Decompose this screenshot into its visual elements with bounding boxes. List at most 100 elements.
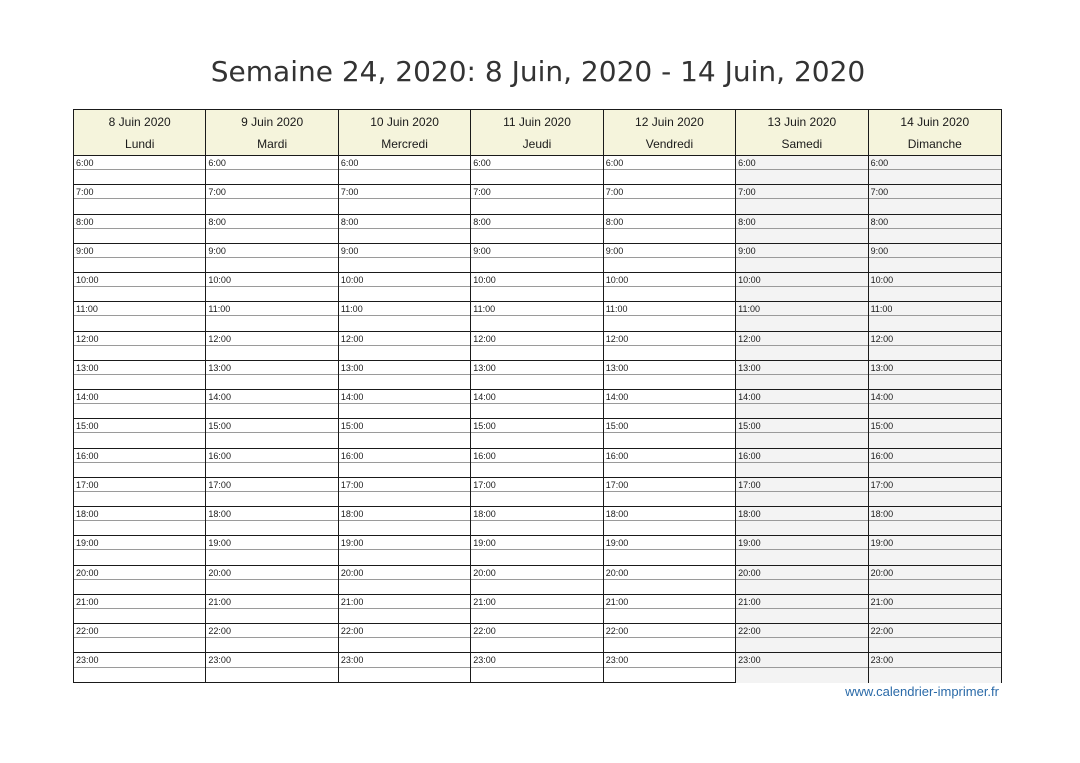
half-hour-slot[interactable] bbox=[74, 346, 205, 360]
hour-slot[interactable]: 11:00 bbox=[338, 302, 471, 332]
hour-slot[interactable]: 13:00 bbox=[471, 361, 603, 390]
half-hour-slot[interactable] bbox=[339, 170, 470, 184]
half-hour-slot[interactable] bbox=[471, 521, 602, 535]
hour-slot[interactable]: 12:00 bbox=[603, 332, 736, 361]
half-hour-slot[interactable] bbox=[471, 609, 602, 623]
hour-slot[interactable]: 10:00 bbox=[338, 273, 471, 303]
half-hour-slot[interactable] bbox=[206, 346, 337, 360]
half-hour-slot[interactable] bbox=[339, 521, 470, 535]
half-hour-slot[interactable] bbox=[206, 404, 337, 418]
hour-slot[interactable]: 18:00 bbox=[74, 507, 206, 537]
half-hour-slot[interactable] bbox=[868, 433, 1001, 448]
half-hour-slot[interactable] bbox=[206, 375, 337, 389]
half-hour-slot[interactable] bbox=[206, 316, 337, 330]
hour-slot[interactable]: 21:00 bbox=[74, 595, 206, 624]
hour-slot[interactable]: 9:00 bbox=[868, 243, 1001, 273]
hour-slot[interactable]: 19:00 bbox=[338, 536, 471, 566]
hour-slot[interactable]: 22:00 bbox=[471, 624, 603, 654]
half-hour-slot[interactable] bbox=[604, 287, 735, 301]
half-hour-slot[interactable] bbox=[206, 521, 337, 535]
hour-slot[interactable]: 13:00 bbox=[206, 361, 338, 390]
hour-slot[interactable]: 10:00 bbox=[603, 273, 736, 303]
half-hour-slot[interactable] bbox=[339, 316, 470, 330]
half-hour-slot[interactable] bbox=[471, 433, 602, 447]
half-hour-slot[interactable] bbox=[736, 491, 868, 506]
half-hour-slot[interactable] bbox=[736, 316, 868, 331]
hour-slot[interactable]: 11:00 bbox=[74, 302, 206, 332]
half-hour-slot[interactable] bbox=[74, 287, 205, 301]
hour-slot[interactable]: 16:00 bbox=[471, 449, 603, 478]
half-hour-slot[interactable] bbox=[74, 521, 205, 535]
half-hour-slot[interactable] bbox=[736, 462, 868, 477]
half-hour-slot[interactable] bbox=[868, 257, 1001, 272]
half-hour-slot[interactable] bbox=[604, 550, 735, 564]
half-hour-slot[interactable] bbox=[471, 492, 602, 506]
hour-slot[interactable]: 7:00 bbox=[338, 185, 471, 215]
hour-slot[interactable]: 14:00 bbox=[471, 390, 603, 420]
half-hour-slot[interactable] bbox=[339, 258, 470, 272]
half-hour-slot[interactable] bbox=[471, 463, 602, 477]
half-hour-slot[interactable] bbox=[604, 375, 735, 389]
half-hour-slot[interactable] bbox=[604, 316, 735, 330]
half-hour-slot[interactable] bbox=[471, 404, 602, 418]
hour-slot[interactable]: 17:00 bbox=[471, 478, 603, 507]
half-hour-slot[interactable] bbox=[868, 667, 1001, 683]
hour-slot[interactable]: 20:00 bbox=[206, 566, 338, 595]
half-hour-slot[interactable] bbox=[604, 668, 735, 683]
half-hour-slot[interactable] bbox=[736, 638, 868, 653]
half-hour-slot[interactable] bbox=[868, 170, 1001, 185]
half-hour-slot[interactable] bbox=[74, 375, 205, 389]
half-hour-slot[interactable] bbox=[868, 404, 1001, 419]
half-hour-slot[interactable] bbox=[736, 433, 868, 448]
hour-slot[interactable]: 20:00 bbox=[338, 566, 471, 595]
hour-slot[interactable]: 15:00 bbox=[206, 419, 338, 449]
half-hour-slot[interactable] bbox=[868, 491, 1001, 506]
half-hour-slot[interactable] bbox=[604, 492, 735, 506]
half-hour-slot[interactable] bbox=[736, 345, 868, 360]
hour-slot[interactable]: 10:00 bbox=[868, 273, 1001, 303]
half-hour-slot[interactable] bbox=[206, 258, 337, 272]
half-hour-slot[interactable] bbox=[868, 228, 1001, 243]
hour-slot[interactable]: 22:00 bbox=[603, 624, 736, 654]
hour-slot[interactable]: 9:00 bbox=[603, 244, 736, 273]
half-hour-slot[interactable] bbox=[471, 638, 602, 652]
hour-slot[interactable]: 15:00 bbox=[868, 419, 1001, 449]
half-hour-slot[interactable] bbox=[339, 463, 470, 477]
hour-slot[interactable]: 17:00 bbox=[736, 477, 868, 507]
half-hour-slot[interactable] bbox=[736, 170, 868, 185]
hour-slot[interactable]: 19:00 bbox=[736, 536, 868, 566]
hour-slot[interactable]: 7:00 bbox=[868, 185, 1001, 215]
hour-slot[interactable]: 6:00 bbox=[338, 156, 471, 186]
half-hour-slot[interactable] bbox=[339, 433, 470, 447]
hour-slot[interactable]: 12:00 bbox=[74, 332, 206, 361]
half-hour-slot[interactable] bbox=[339, 229, 470, 243]
half-hour-slot[interactable] bbox=[206, 550, 337, 564]
hour-slot[interactable]: 12:00 bbox=[736, 331, 868, 361]
half-hour-slot[interactable] bbox=[604, 258, 735, 272]
hour-slot[interactable]: 23:00 bbox=[74, 653, 206, 682]
half-hour-slot[interactable] bbox=[74, 638, 205, 652]
half-hour-slot[interactable] bbox=[471, 170, 602, 184]
half-hour-slot[interactable] bbox=[206, 638, 337, 652]
hour-slot[interactable]: 16:00 bbox=[206, 449, 338, 478]
hour-slot[interactable]: 15:00 bbox=[736, 419, 868, 449]
hour-slot[interactable]: 19:00 bbox=[206, 536, 338, 566]
half-hour-slot[interactable] bbox=[868, 638, 1001, 653]
half-hour-slot[interactable] bbox=[736, 550, 868, 565]
hour-slot[interactable]: 19:00 bbox=[74, 536, 206, 566]
hour-slot[interactable]: 13:00 bbox=[868, 360, 1001, 390]
hour-slot[interactable]: 15:00 bbox=[74, 419, 206, 449]
hour-slot[interactable]: 22:00 bbox=[206, 624, 338, 654]
hour-slot[interactable]: 14:00 bbox=[338, 390, 471, 420]
half-hour-slot[interactable] bbox=[471, 580, 602, 594]
hour-slot[interactable]: 10:00 bbox=[206, 273, 338, 303]
hour-slot[interactable]: 23:00 bbox=[338, 653, 471, 682]
half-hour-slot[interactable] bbox=[74, 463, 205, 477]
half-hour-slot[interactable] bbox=[868, 462, 1001, 477]
hour-slot[interactable]: 18:00 bbox=[338, 507, 471, 537]
hour-slot[interactable]: 17:00 bbox=[338, 478, 471, 507]
half-hour-slot[interactable] bbox=[736, 667, 868, 683]
hour-slot[interactable]: 18:00 bbox=[603, 507, 736, 537]
hour-slot[interactable]: 16:00 bbox=[736, 448, 868, 478]
hour-slot[interactable]: 8:00 bbox=[74, 215, 206, 244]
